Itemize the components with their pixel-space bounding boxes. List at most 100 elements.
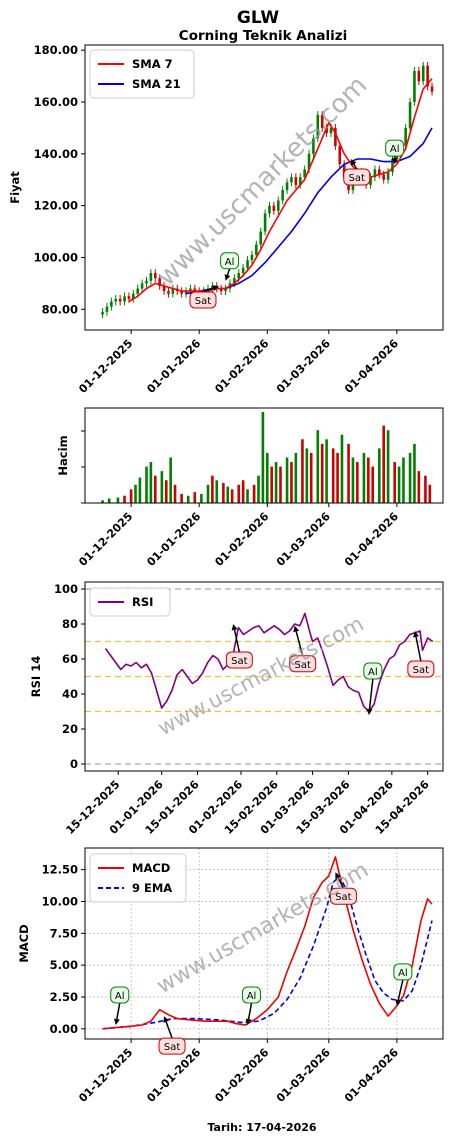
price-signal-label: Sat [195,296,211,307]
volume-bar [164,480,168,503]
watermark-text: www.uscmarkets.com [151,70,373,292]
price-candle [255,244,258,255]
volume-xtick-label: 01-01-2026 [144,510,203,569]
price-candle [430,86,434,92]
macd-signal-label: Al [398,968,408,979]
rsi-signal-label: Sat [413,665,429,676]
volume-bar [413,443,416,503]
date-label: Tarih: 17-04-2026 [207,1121,316,1134]
rsi-ytick-label: 20 [62,722,78,736]
price-candle [246,260,249,268]
price-candle [413,70,416,102]
price-candle [224,288,227,292]
price-legend-label: SMA 7 [132,57,173,71]
rsi-signal-arrow [233,629,241,653]
price-candle [426,65,429,87]
volume-bar [101,500,104,503]
volume-bar [173,484,177,503]
macd-legend [89,853,187,903]
price-candle [373,169,377,178]
price-candle [369,177,372,185]
rsi-signal-arrowhead [231,624,238,631]
volume-bar [408,452,412,503]
rsi-signal-label: Sat [231,656,247,667]
price-signal-arrowhead [212,285,219,291]
price-candle [272,205,276,211]
price-candle [312,138,315,154]
volume-bar [367,457,370,503]
price-candle [285,182,289,191]
price-candle [334,127,337,147]
rsi-legend-label: RSI [132,595,153,609]
price-xtick-label: 01-12-2025 [76,337,135,396]
price-candle [167,291,170,294]
price-candle [101,311,104,315]
price-signal-badge [220,252,240,270]
volume-bar [301,439,304,503]
macd-legend-label: MACD [132,861,170,875]
rsi-signal-arrowhead [293,625,300,633]
price-candle [193,288,197,292]
volume-panel [84,407,444,504]
price-ytick-label: 140.00 [34,147,78,161]
macd-signal-arrow [116,1002,121,1020]
volume-bar [331,448,335,503]
macd-signal-arrowhead [245,1018,252,1025]
volume-bar [428,484,432,503]
price-signal-arrow [202,287,214,293]
volume-bar [116,497,120,503]
volume-bar [305,448,309,503]
price-signal-label: Al [225,257,235,268]
volume-bar [169,457,172,503]
price-signal-label: Sat [349,173,365,184]
price-candle [268,205,271,214]
price-candle [237,273,241,279]
volume-bar [149,462,153,503]
volume-bar [294,452,298,503]
price-candle [233,278,236,284]
price-candle [329,127,333,134]
price-candle [171,288,175,294]
price-candle [421,65,425,82]
price-candle [298,177,302,185]
volume-bar [290,462,293,503]
price-candle [127,296,131,299]
volume-bar [309,452,313,503]
price-xtick-label: 01-01-2026 [144,337,203,396]
price-signal-arrowhead [350,159,357,166]
price-candle [145,280,148,284]
price-candle [153,273,157,279]
macd-signal-badge [110,986,130,1004]
volume-bar [134,484,137,503]
volume-bar [222,482,225,503]
volume-bar [226,486,230,503]
price-candle [338,146,342,165]
volume-bar [138,477,142,503]
price-candle [140,283,144,289]
volume-bar [382,425,385,503]
sma7-line [128,78,433,303]
price-ytick-label: 80.00 [42,302,78,316]
macd-signal-arrowhead [395,999,402,1006]
volume-bar [257,475,260,503]
macd-signal-label: Sat [164,1042,180,1053]
volume-bar [230,489,234,503]
macd-signal-badge [158,1037,186,1055]
price-ytick-label: 180.00 [34,43,78,57]
macd-signal-arrowhead [163,1016,169,1023]
price-candle [303,169,306,178]
rsi-legend [89,587,171,617]
macd-signal-arrowhead [113,1018,120,1025]
price-candle [132,293,135,299]
volume-bar [123,495,126,503]
volume-bar [129,489,133,503]
rsi-signal-label: Al [368,667,378,678]
price-candle [290,177,293,183]
macd-ytick-label: 10.00 [42,894,78,908]
volume-bar [206,484,210,503]
price-signal-arrow [353,163,358,170]
volume-xtick-label: 01-12-2025 [76,510,135,569]
macd-panel [84,847,444,1040]
price-candle [114,298,118,302]
